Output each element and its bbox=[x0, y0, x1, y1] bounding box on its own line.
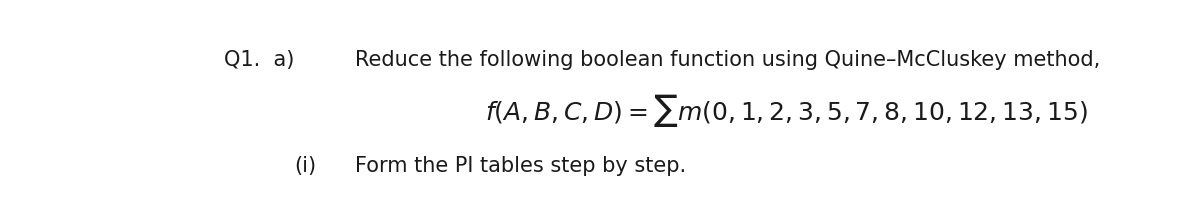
Text: $f(A, B, C, D) = \sum m(0,1,2,3,5,7,8,10,12,13,15)$: $f(A, B, C, D) = \sum m(0,1,2,3,5,7,8,10… bbox=[485, 92, 1087, 129]
Text: (i): (i) bbox=[294, 157, 317, 176]
Text: Form the PI tables step by step.: Form the PI tables step by step. bbox=[355, 157, 685, 176]
Text: Reduce the following boolean function using Quine–McCluskey method,: Reduce the following boolean function us… bbox=[355, 50, 1100, 70]
Text: Q1.  a): Q1. a) bbox=[224, 50, 295, 70]
